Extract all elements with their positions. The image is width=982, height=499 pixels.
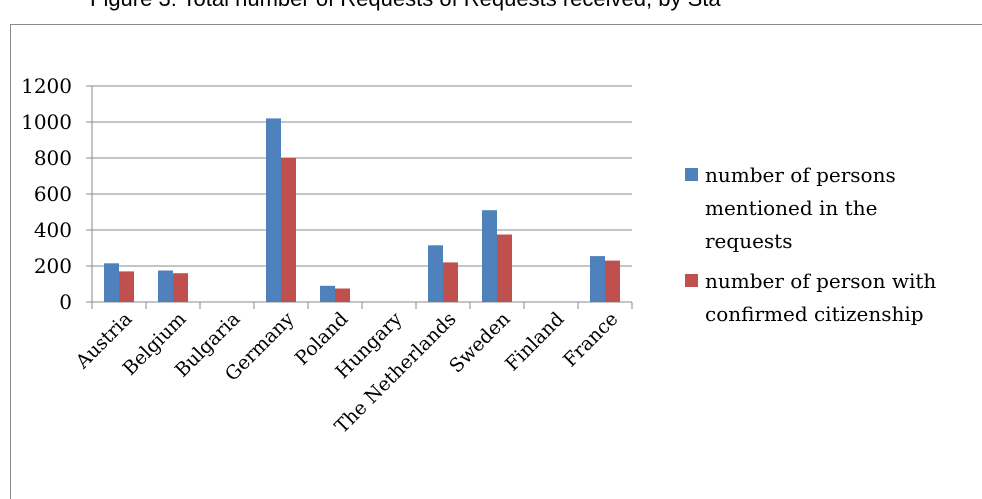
legend-label: confirmed citizenship (705, 302, 924, 326)
y-axis: 0 200 400 600 800 1000 1200 (21, 74, 93, 314)
legend-label: requests (705, 229, 792, 253)
legend-label: number of person with (705, 269, 936, 293)
bar-series-1-france (590, 256, 605, 302)
y-tick-label: 1000 (21, 110, 72, 134)
y-tick-label: 1200 (21, 74, 72, 98)
x-category-label: Sweden (445, 308, 514, 377)
bar-series-2-the-netherlands (443, 262, 458, 302)
y-tick-label: 400 (34, 218, 72, 242)
y-tick-label: 200 (34, 254, 72, 278)
bar-series-1-germany (266, 118, 281, 303)
bar-series-2-france (605, 260, 620, 302)
bars (104, 118, 620, 303)
bar-series-1-sweden (482, 210, 497, 302)
legend-swatch (685, 168, 698, 181)
bar-series-2-sweden (497, 234, 512, 302)
bar-series-1-austria (104, 263, 119, 302)
bar-series-2-germany (281, 158, 296, 302)
y-tick-label: 0 (59, 290, 72, 314)
bar-series-1-poland (320, 285, 335, 302)
y-tick-label: 800 (34, 146, 72, 170)
bar-series-1-belgium (158, 270, 173, 302)
chart-title: Figure 3: Total number of Requests of Re… (90, 0, 721, 12)
bar-series-2-poland (335, 288, 350, 302)
x-axis: AustriaBelgiumBulgariaGermanyPolandHunga… (71, 301, 633, 438)
bar-series-1-the-netherlands (428, 245, 443, 302)
legend-label: mentioned in the (705, 196, 877, 220)
legend-swatch (685, 274, 698, 287)
x-category-label: France (559, 308, 622, 371)
legend-label: number of persons (705, 163, 896, 187)
legend: number of persons mentioned in the request… (685, 163, 936, 326)
x-category-label: Finland (501, 308, 568, 375)
y-tick-label: 600 (34, 182, 72, 206)
bar-series-2-austria (119, 271, 134, 302)
gridlines (92, 85, 632, 303)
bar-series-2-belgium (173, 273, 188, 302)
